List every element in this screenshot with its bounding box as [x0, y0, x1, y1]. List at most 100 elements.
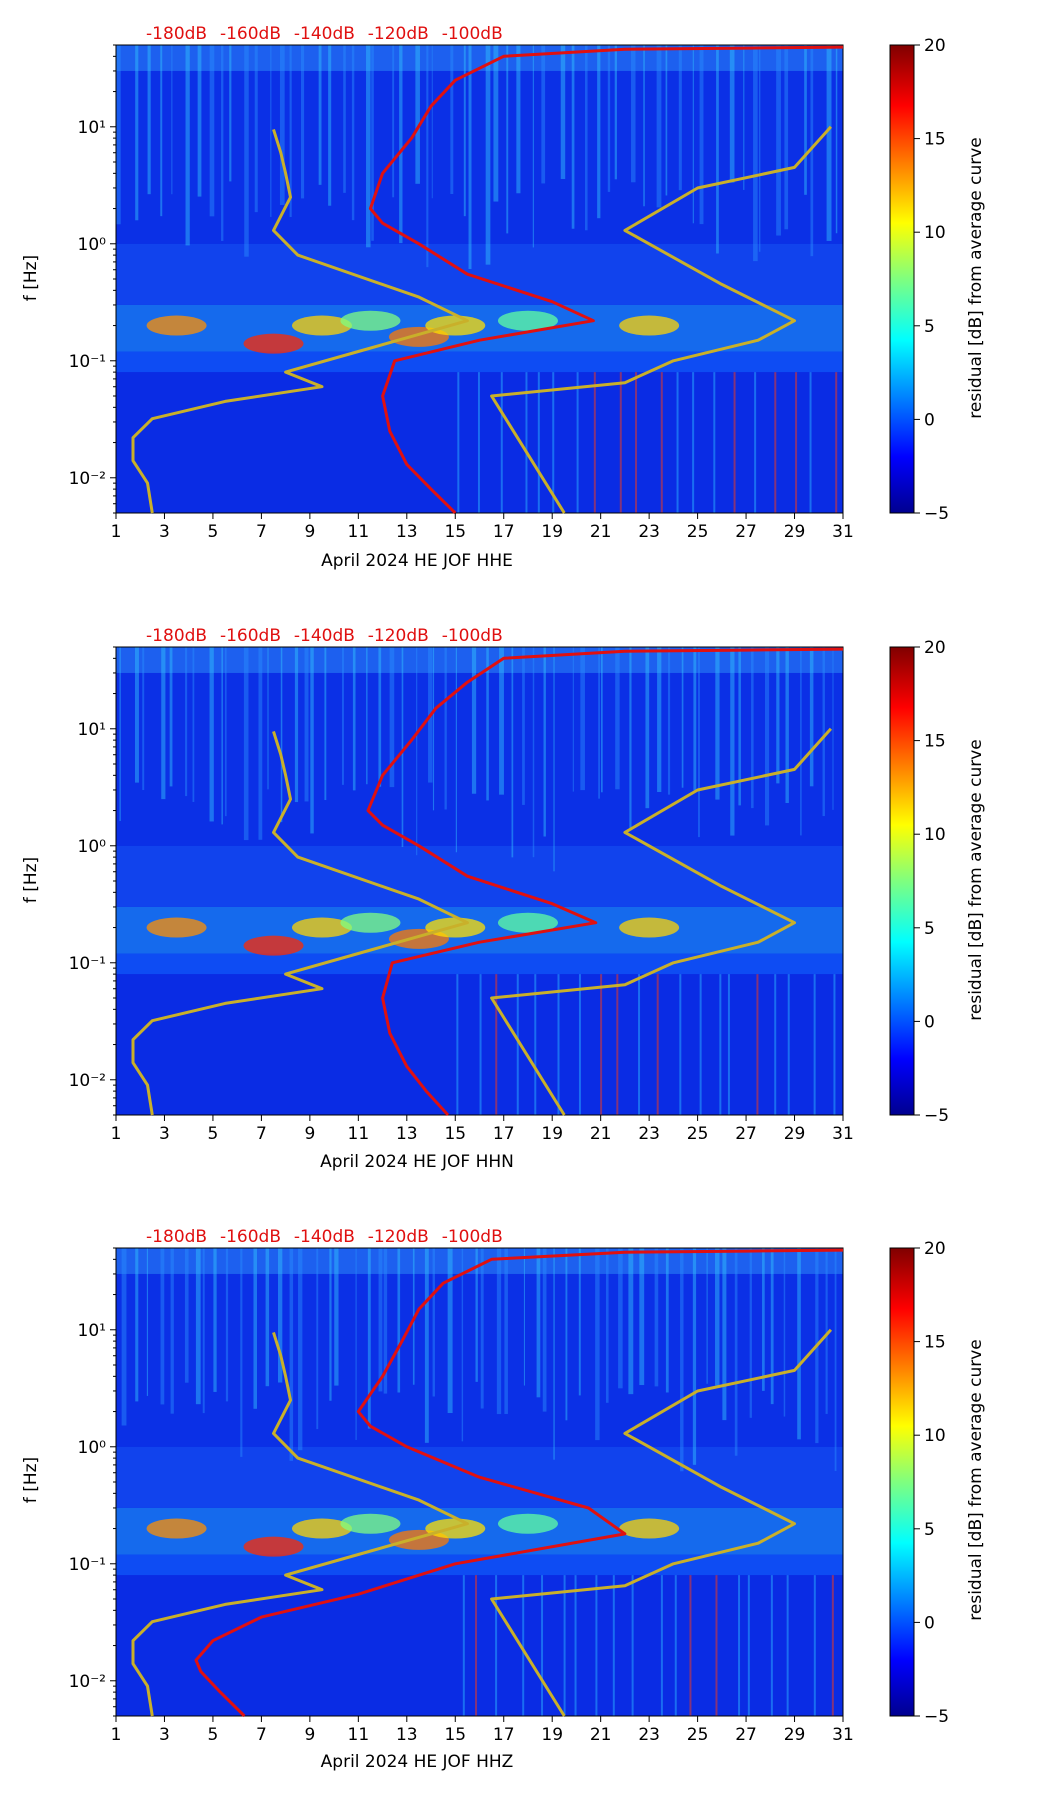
- heatmap-streak: [639, 1248, 645, 1386]
- heatmap-streak: [401, 647, 404, 848]
- heatmap-streak: [195, 1248, 201, 1405]
- heatmap-streak: [300, 45, 305, 199]
- heatmap-hotspot: [243, 333, 304, 354]
- x-tick-label: 15: [444, 1725, 466, 1745]
- heatmap-streak: [679, 974, 682, 1115]
- x-tick-label: 9: [304, 522, 315, 542]
- heatmap-streak: [310, 647, 314, 834]
- heatmap-streak: [495, 974, 498, 1115]
- heatmap-streak: [389, 647, 395, 788]
- colorbar: 20 15 10 5 0 −5: [889, 638, 949, 1126]
- heatmap-streak: [785, 647, 789, 803]
- heatmap-streak: [318, 45, 322, 185]
- heatmap-streak: [770, 1248, 774, 1405]
- heatmap-streak: [334, 1248, 339, 1386]
- heatmap-streak: [656, 45, 662, 208]
- heatmap-streak: [825, 1248, 828, 1414]
- heatmap-streak: [169, 647, 173, 787]
- heatmap-hotspot: [497, 912, 558, 933]
- model-curve-right: [490, 727, 833, 1116]
- x-tick-label: 3: [159, 522, 170, 542]
- y-tick-label: 10⁰: [78, 837, 107, 857]
- x-tick-label: 19: [541, 522, 563, 542]
- x-tick-label: 31: [832, 1124, 854, 1144]
- x-tick-label: 1: [111, 522, 122, 542]
- heatmap-streak: [221, 647, 223, 825]
- heatmap-streak: [715, 1575, 718, 1716]
- colorbar-tick-label: 0: [924, 1012, 935, 1032]
- heatmap-streak: [397, 1248, 401, 1393]
- heatmap-streak: [160, 1248, 165, 1405]
- heatmap-streak: [243, 647, 249, 841]
- top-db-label: -140dB: [294, 24, 355, 44]
- model-curve-right: [490, 125, 833, 514]
- x-tick-label: 25: [687, 1124, 709, 1144]
- heatmap-streak: [525, 372, 528, 513]
- x-tick-label: 21: [590, 1124, 612, 1144]
- heatmap-streak: [715, 1248, 720, 1386]
- heatmap-streak: [571, 45, 575, 229]
- heatmap-streak: [762, 1248, 765, 1391]
- heatmap-streak: [455, 647, 457, 853]
- heatmap-streak: [699, 974, 702, 1115]
- heatmap-streak: [635, 372, 638, 513]
- heatmap-streak: [729, 45, 735, 183]
- heatmap-streak: [722, 1248, 727, 1421]
- colorbar-label: residual [dB] from average curve: [966, 1339, 986, 1620]
- heatmap-streak: [774, 372, 777, 513]
- heatmap-streak: [776, 647, 780, 784]
- heatmap-streak: [557, 974, 560, 1115]
- heatmap-hotspot: [243, 935, 304, 956]
- heatmap-streak: [810, 45, 814, 257]
- heatmap-streak: [116, 45, 121, 225]
- heatmap-streak: [541, 1575, 544, 1716]
- heatmap-streak: [265, 1248, 270, 1387]
- heatmap-streak: [134, 647, 139, 783]
- x-tick-label: 9: [304, 1124, 315, 1144]
- x-tick-label: 1: [111, 1725, 122, 1745]
- colorbar-gradient: [889, 646, 915, 1116]
- heatmap-streak: [324, 647, 327, 801]
- heatmap-streak: [316, 1248, 319, 1430]
- x-tick-label: 11: [348, 1124, 370, 1144]
- top-db-label: -140dB: [294, 1227, 355, 1247]
- colorbar-tick-label: 20: [924, 638, 946, 658]
- x-tick-label: 25: [687, 1725, 709, 1745]
- spectrogram-panel-hhe: 1 3 5 7 9 11 13 15 17 19 21 23 25 27 29 3110⁻²10⁻¹10⁰10…: [21, 24, 949, 571]
- heatmap-streak: [197, 45, 202, 197]
- heatmap-streak: [485, 45, 491, 265]
- heatmap-streak: [479, 974, 482, 1115]
- heatmap-streak: [743, 45, 745, 190]
- heatmap-streak: [329, 1248, 332, 1401]
- heatmap-streak: [605, 1248, 609, 1403]
- heatmap-band: [116, 70, 843, 244]
- heatmap-streak: [787, 974, 790, 1115]
- heatmap-streak: [656, 974, 659, 1115]
- top-db-label: -160dB: [220, 24, 281, 44]
- model-curve-left: [131, 128, 469, 514]
- heatmap-streak: [351, 45, 355, 221]
- heatmap-hotspot: [146, 315, 207, 336]
- heatmap-streak: [240, 1248, 243, 1457]
- heatmap-streak: [751, 647, 754, 809]
- heatmap-streak: [833, 974, 836, 1115]
- x-tick-label: 7: [256, 522, 267, 542]
- heatmap-streak: [643, 45, 645, 207]
- heatmap-streak: [213, 1248, 217, 1392]
- y-tick-label: 10⁻¹: [69, 954, 106, 974]
- y-axis-title: f [Hz]: [21, 857, 41, 903]
- top-db-label: -140dB: [294, 626, 355, 646]
- y-axis-title: f [Hz]: [21, 255, 41, 301]
- heatmap-streak: [786, 1575, 789, 1716]
- x-tick-label: 7: [256, 1124, 267, 1144]
- top-db-label: -160dB: [220, 1227, 281, 1247]
- heatmap-streak: [716, 45, 719, 254]
- heatmap-streak: [170, 1248, 174, 1414]
- heatmap-streak: [578, 1248, 581, 1396]
- heatmap-band: [116, 974, 843, 1115]
- heatmap-hotspot: [497, 310, 558, 331]
- heatmap-hotspot: [291, 917, 352, 938]
- heatmap-streak: [660, 1575, 663, 1716]
- spectrogram-panel-hhn: 1 3 5 7 9 11 13 15 17 19 21 23 25 27 29 3110⁻²10⁻¹10⁰10…: [21, 626, 949, 1172]
- x-tick-label: 29: [784, 522, 806, 542]
